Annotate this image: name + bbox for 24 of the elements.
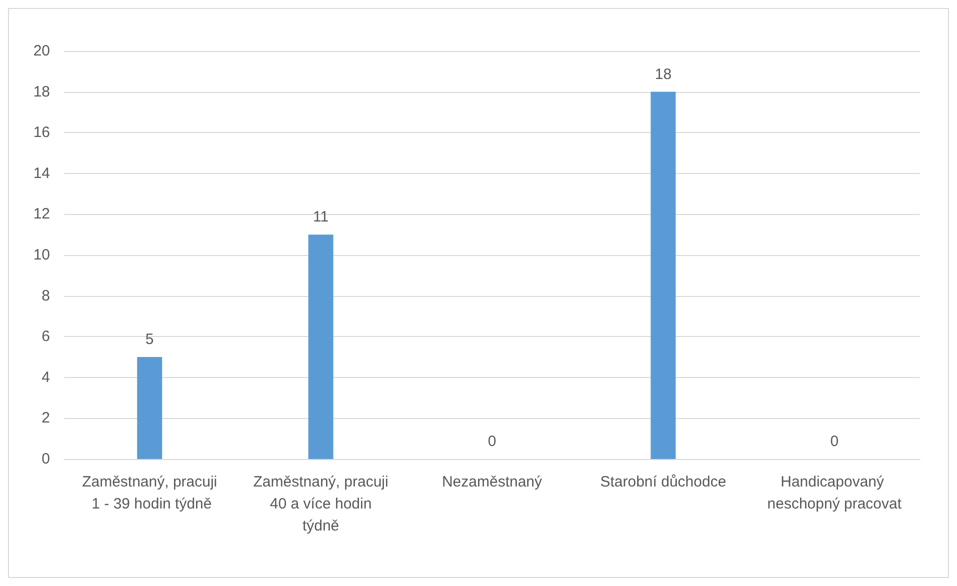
bar bbox=[650, 92, 676, 459]
x-tick-label: Zaměstnaný, pracuji 1 - 39 hodin týdně bbox=[82, 474, 218, 512]
y-tick-label: 14 bbox=[33, 164, 50, 182]
data-label: 5 bbox=[145, 331, 154, 348]
x-tick-label: Starobní důchodce bbox=[600, 474, 726, 490]
data-label: 18 bbox=[654, 66, 672, 83]
y-tick-label: 12 bbox=[33, 206, 50, 223]
y-tick-label: 6 bbox=[42, 328, 50, 346]
y-tick-label: 2 bbox=[42, 410, 50, 427]
bar bbox=[308, 234, 334, 459]
bar bbox=[137, 357, 162, 459]
data-label: 0 bbox=[488, 433, 496, 450]
y-tick-label: 4 bbox=[42, 368, 50, 386]
y-tick-label: 16 bbox=[33, 124, 50, 142]
y-tick-label: 10 bbox=[33, 246, 50, 264]
x-tick-label: Nezaměstnaný bbox=[442, 474, 543, 490]
data-label: 11 bbox=[313, 208, 329, 226]
y-tick-label: 0 bbox=[42, 450, 50, 468]
x-tick-label: Zaměstnaný, pracuji 40 a více hodin týdně bbox=[253, 474, 388, 534]
data-label: 0 bbox=[830, 433, 839, 450]
x-tick-label: Handicapovaný neschopný pracovat bbox=[767, 474, 902, 512]
y-tick-label: 8 bbox=[42, 287, 50, 304]
y-tick-label: 18 bbox=[33, 83, 50, 100]
y-tick-label: 20 bbox=[33, 42, 50, 60]
